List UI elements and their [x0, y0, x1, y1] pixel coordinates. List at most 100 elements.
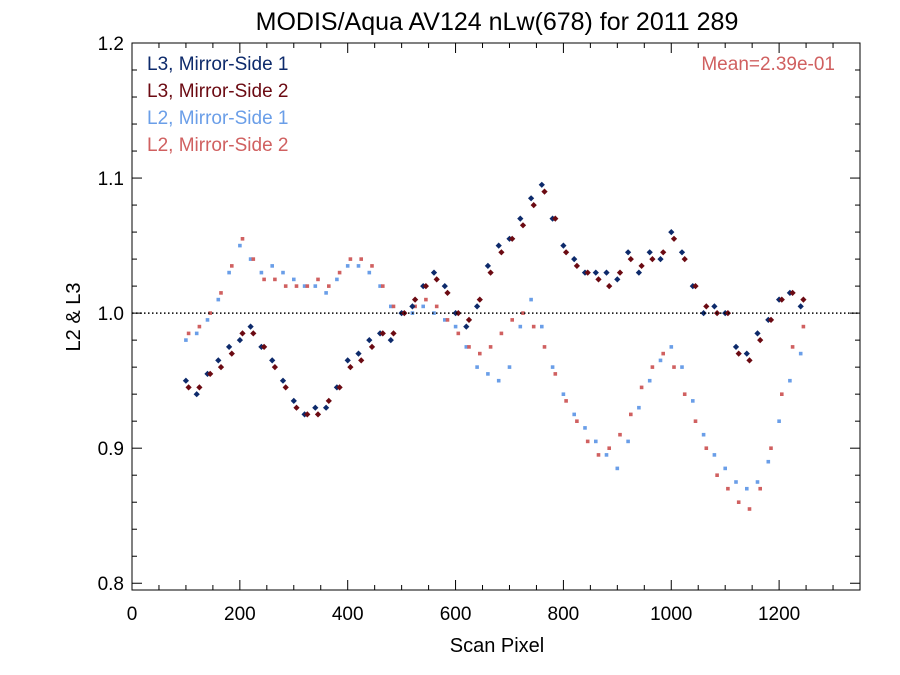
y-tick-label: 1.1 — [98, 169, 124, 190]
data-point — [649, 255, 656, 263]
data-point — [614, 276, 621, 283]
data-point — [247, 323, 254, 330]
data-point — [735, 350, 742, 357]
data-point — [240, 237, 245, 241]
data-point — [573, 262, 581, 270]
data-point — [348, 257, 353, 261]
data-point — [473, 303, 481, 310]
data-point — [745, 486, 749, 491]
y-tick-label: 0.9 — [98, 439, 124, 460]
data-point — [646, 249, 653, 256]
data-point — [604, 453, 609, 457]
data-point — [409, 303, 416, 310]
y-tick-label: 0.8 — [98, 574, 124, 595]
data-point — [197, 324, 202, 329]
y-axis-label: L2 & L3 — [63, 283, 85, 352]
data-point — [711, 303, 718, 310]
data-point — [391, 304, 396, 309]
data-point — [484, 262, 492, 270]
legend: L3, Mirror-Side 1 L3, Mirror-Side 2 L2, Mi… — [147, 54, 289, 156]
legend-item: L2, Mirror-Side 1 — [147, 108, 289, 129]
data-point — [704, 446, 709, 450]
data-point — [324, 291, 328, 295]
data-point — [488, 345, 493, 349]
data-point — [185, 384, 192, 391]
data-point — [616, 269, 624, 276]
data-point — [736, 500, 741, 504]
legend-item: L2, Mirror-Side 2 — [147, 135, 289, 156]
data-point — [184, 338, 188, 342]
data-point — [271, 363, 279, 371]
data-point — [669, 345, 674, 349]
data-point — [312, 404, 319, 411]
axes: 0 200 400 600 800 1000 1200 0.8 0.9 1.0 1.1 1.2 — [98, 34, 861, 625]
data-point — [715, 473, 719, 477]
x-tick-label: 800 — [548, 604, 580, 625]
data-point — [564, 399, 568, 403]
data-point — [583, 426, 587, 430]
data-point — [281, 270, 285, 275]
data-point — [788, 378, 792, 383]
data-point — [757, 336, 764, 344]
data-point — [668, 228, 675, 236]
data-point — [260, 343, 268, 351]
data-point — [344, 357, 351, 364]
data-point — [478, 351, 482, 356]
data-point — [236, 336, 244, 344]
data-point — [304, 411, 311, 418]
data-point — [527, 195, 535, 202]
data-point — [637, 405, 641, 410]
data-point — [701, 432, 706, 437]
data-point — [769, 446, 773, 450]
x-tick-label: 1200 — [758, 604, 800, 625]
data-point — [754, 330, 761, 337]
data-point — [225, 343, 233, 351]
data-point — [499, 331, 504, 336]
data-point — [456, 331, 461, 336]
data-point — [521, 311, 525, 315]
data-point — [672, 365, 676, 369]
data-point — [215, 357, 222, 364]
data-point — [424, 297, 428, 302]
data-point — [279, 377, 287, 384]
data-point — [302, 284, 307, 288]
data-point — [647, 378, 652, 383]
data-point — [476, 296, 483, 303]
data-point — [313, 284, 318, 288]
data-point — [518, 324, 523, 329]
data-point — [262, 277, 266, 282]
data-point — [682, 392, 687, 396]
data-point — [510, 318, 514, 322]
data-point — [603, 269, 610, 276]
data-point — [359, 257, 363, 261]
data-point — [624, 249, 632, 256]
data-point — [661, 351, 665, 356]
data-point — [305, 284, 310, 288]
data-point — [606, 282, 613, 290]
data-point — [467, 345, 471, 349]
data-point — [444, 289, 451, 297]
data-point — [495, 242, 502, 249]
data-point — [519, 222, 527, 229]
data-point — [496, 378, 501, 383]
chart-title: MODIS/Aqua AV124 nLw(678) for 2011 289 — [256, 8, 739, 36]
data-point — [464, 345, 469, 349]
data-point — [421, 304, 425, 309]
data-point — [712, 453, 717, 457]
data-point — [390, 330, 397, 337]
data-point — [538, 181, 545, 188]
data-point — [259, 270, 264, 275]
data-point — [541, 188, 548, 195]
x-tick-label: 200 — [224, 604, 256, 625]
data-point — [463, 323, 470, 330]
data-point — [509, 235, 516, 242]
data-point — [626, 439, 630, 444]
data-point — [293, 404, 300, 411]
data-point — [594, 439, 598, 444]
data-point — [639, 385, 644, 390]
data-point — [486, 372, 490, 376]
data-point — [571, 255, 578, 263]
data-point — [638, 262, 645, 270]
plot-frame — [131, 42, 861, 591]
data-point — [219, 291, 223, 295]
